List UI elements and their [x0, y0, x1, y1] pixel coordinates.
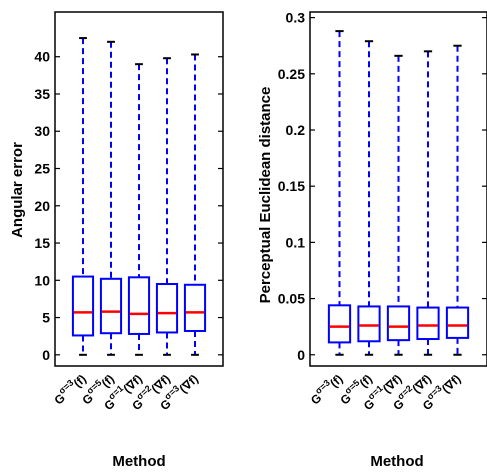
y-tick-label: 0.15 — [278, 178, 305, 194]
x-axis-label: Method — [112, 453, 165, 470]
chart-perceptual-distance: 00.050.10.150.20.250.3Gσ=3(f)Gσ=5(f)Gσ=1… — [257, 10, 487, 470]
chart-angular-error: 0510152025303540Gσ=3(f)Gσ=5(f)Gσ=1(∇f)Gσ… — [9, 11, 224, 470]
y-tick-label: 10 — [34, 272, 50, 288]
y-tick-label: 0 — [42, 347, 50, 363]
y-tick-label: 0.05 — [278, 291, 305, 307]
box-iqr — [99, 277, 123, 335]
x-tick-arg: (∇f) — [177, 372, 201, 396]
box-iqr — [445, 306, 470, 339]
y-tick-label: 15 — [34, 235, 50, 251]
box-iqr — [155, 283, 179, 334]
x-tick-arg: (∇f) — [439, 372, 463, 396]
box-iqr — [71, 275, 95, 337]
box-iqr — [327, 304, 352, 344]
y-tick-label: 30 — [34, 123, 50, 139]
y-tick-label: 0.3 — [286, 10, 306, 26]
y-axis-label: Angular error — [9, 142, 26, 238]
y-tick-label: 0 — [297, 347, 305, 363]
y-tick-label: 20 — [34, 198, 50, 214]
y-tick-label: 25 — [34, 161, 50, 177]
y-tick-label: 35 — [34, 86, 50, 102]
plot-frame — [309, 11, 487, 367]
box-iqr — [183, 283, 207, 332]
box-iqr — [416, 306, 440, 341]
x-axis-label: Method — [370, 453, 423, 470]
x-tick-label: Gσ=3(f) — [306, 370, 345, 408]
plot-frame — [54, 11, 224, 367]
box-iqr — [357, 305, 381, 343]
box-iqr — [386, 305, 411, 342]
y-tick-label: 0.1 — [286, 234, 306, 250]
y-tick-label: 5 — [42, 310, 50, 326]
y-tick-label: 0.2 — [286, 122, 306, 138]
box-iqr — [127, 276, 151, 335]
y-tick-label: 40 — [34, 49, 50, 65]
y-tick-label: 0.25 — [278, 66, 305, 82]
y-axis-label: Perceptual Euclidean distance — [257, 87, 274, 304]
